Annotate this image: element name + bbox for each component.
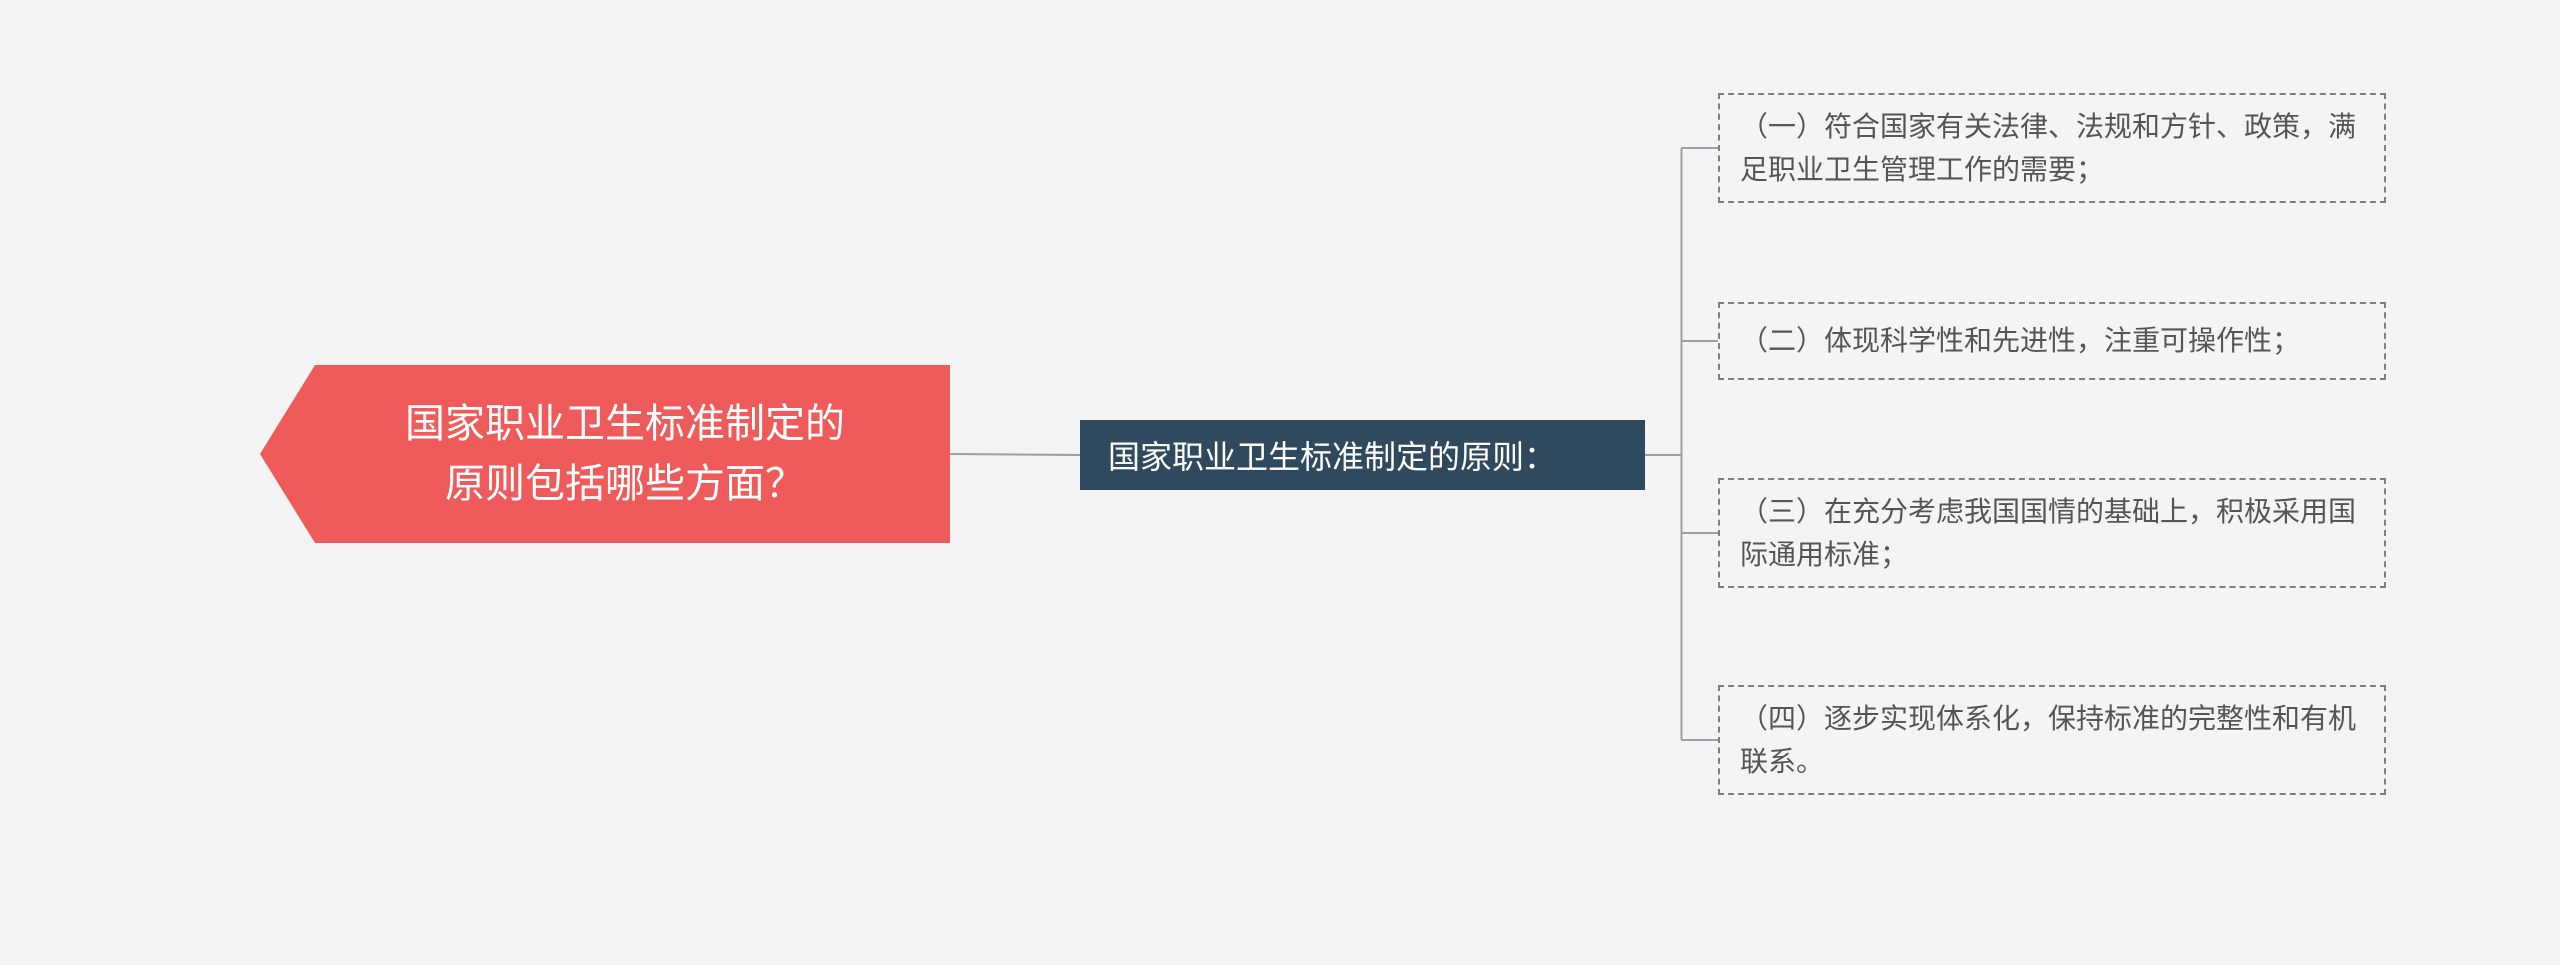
leaf-node-text: （一）符合国家有关法律、法规和方针、政策，满足职业卫生管理工作的需要； bbox=[1740, 105, 2364, 192]
subtitle-node-text: 国家职业卫生标准制定的原则： bbox=[1108, 432, 1556, 478]
leaf-node-4: （四）逐步实现体系化，保持标准的完整性和有机联系。 bbox=[1718, 685, 2386, 795]
leaf-node-text: （二）体现科学性和先进性，注重可操作性； bbox=[1740, 319, 2300, 362]
subtitle-node: 国家职业卫生标准制定的原则： bbox=[1080, 420, 1645, 490]
leaf-node-text: （四）逐步实现体系化，保持标准的完整性和有机联系。 bbox=[1740, 697, 2364, 784]
leaf-node-2: （二）体现科学性和先进性，注重可操作性； bbox=[1718, 302, 2386, 380]
leaf-node-3: （三）在充分考虑我国国情的基础上，积极采用国际通用标准； bbox=[1718, 478, 2386, 588]
mindmap-canvas: 国家职业卫生标准制定的 原则包括哪些方面？ 国家职业卫生标准制定的原则： （一）… bbox=[0, 0, 2560, 965]
leaf-node-1: （一）符合国家有关法律、法规和方针、政策，满足职业卫生管理工作的需要； bbox=[1718, 93, 2386, 203]
root-node-text: 国家职业卫生标准制定的 原则包括哪些方面？ bbox=[405, 394, 845, 514]
root-node: 国家职业卫生标准制定的 原则包括哪些方面？ bbox=[260, 365, 950, 543]
leaf-node-text: （三）在充分考虑我国国情的基础上，积极采用国际通用标准； bbox=[1740, 490, 2364, 577]
